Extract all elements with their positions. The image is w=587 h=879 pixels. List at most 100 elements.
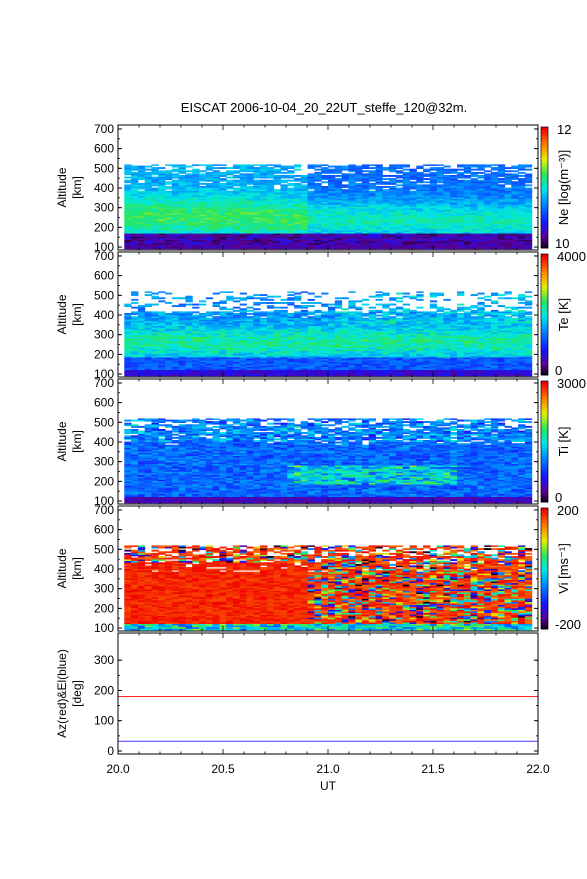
heatmap-cell [232,360,241,363]
heatmap-cell [389,206,397,209]
heatmap-cell [219,208,227,210]
heatmap-cell [219,291,227,293]
heatmap-cell [457,222,465,225]
heatmap-cell [463,242,472,245]
heatmap-cell [423,234,431,237]
heatmap-cell [124,245,132,248]
heatmap-cell [239,374,247,377]
heatmap-cell [151,352,159,355]
heatmap-cell [192,227,200,229]
heatmap-cell [382,316,390,319]
heatmap-cell [348,244,356,247]
heatmap-cell [436,236,444,239]
heatmap-cell [294,336,302,339]
heatmap-cell [402,212,410,215]
heatmap-cell [395,344,404,347]
heatmap-cell [300,369,309,372]
heatmap-cell [246,371,254,374]
heatmap-cell [457,238,465,240]
heatmap-cell [178,181,186,184]
heatmap-cell [409,184,417,187]
heatmap-cell [131,302,139,304]
heatmap-cell [497,230,506,232]
heatmap-cell [287,366,295,369]
heatmap-cell [226,206,234,209]
heatmap-cell [341,206,349,209]
heatmap-cell [300,328,309,331]
heatmap-cell [348,324,356,326]
heatmap-cell [226,354,234,356]
heatmap-cell [294,182,302,185]
heatmap-cell [232,200,241,203]
heatmap-cell [131,342,139,345]
heatmap-cell [429,225,438,228]
heatmap-cell [165,371,173,374]
heatmap-cell [131,173,139,176]
heatmap-cell [328,355,336,358]
heatmap-cell [246,361,254,364]
heatmap-cell [185,347,193,350]
heatmap-cell [334,331,343,334]
heatmap-cell [171,350,180,353]
heatmap-cell [280,316,288,319]
heatmap-cell [239,361,247,364]
heatmap-cell [389,179,397,182]
heatmap-cell [294,179,302,182]
heatmap-cell [199,350,207,353]
heatmap-cell [273,341,281,344]
heatmap-cell [246,220,254,223]
heatmap-cell [294,349,302,352]
heatmap-cell [294,361,302,364]
heatmap-cell [436,217,444,220]
heatmap-cell [382,336,390,339]
heatmap-cell [266,225,275,228]
heatmap-cell [382,303,390,306]
heatmap-cell [124,368,132,370]
heatmap-cell [321,189,329,192]
heatmap-cell [219,352,227,355]
heatmap-cell [185,330,193,333]
heatmap-cell [389,247,397,250]
heatmap-cell [375,366,383,369]
heatmap-cell [355,314,363,317]
heatmap-cell [185,178,193,180]
heatmap-cell [266,236,275,239]
heatmap-cell [300,234,309,237]
heatmap-cell [158,195,166,198]
heatmap-cell [321,181,329,184]
heatmap-cell [165,302,173,304]
heatmap-cell [287,239,295,242]
heatmap-cell [171,181,180,184]
heatmap-cell [226,330,234,333]
heatmap-cell [185,193,193,196]
heatmap-cell [266,328,275,331]
heatmap-cell [266,311,275,314]
heatmap-cell [165,204,173,207]
heatmap-cell [314,164,322,166]
heatmap-cell [314,211,322,214]
heatmap-cell [171,363,180,366]
heatmap-cell [137,336,146,339]
heatmap-cell [307,239,315,242]
heatmap-cell [158,369,166,372]
heatmap-cell [205,187,214,190]
heatmap-cell [144,366,152,369]
heatmap-cell [287,215,295,218]
heatmap-cell [260,239,268,242]
heatmap-cell [382,167,390,169]
heatmap-cell [457,189,465,192]
heatmap-cell [144,200,152,203]
heatmap-cell [443,234,451,237]
heatmap-cell [307,313,315,315]
heatmap-cell [375,354,383,356]
heatmap-cell [450,198,458,201]
heatmap-cell [375,215,383,218]
heatmap-cell [307,228,315,231]
heatmap-cell [368,164,376,166]
heatmap-cell [219,179,227,182]
heatmap-cell [287,361,295,364]
heatmap-cell [409,192,417,195]
heatmap-cell [470,195,478,198]
heatmap-cell [497,201,506,204]
